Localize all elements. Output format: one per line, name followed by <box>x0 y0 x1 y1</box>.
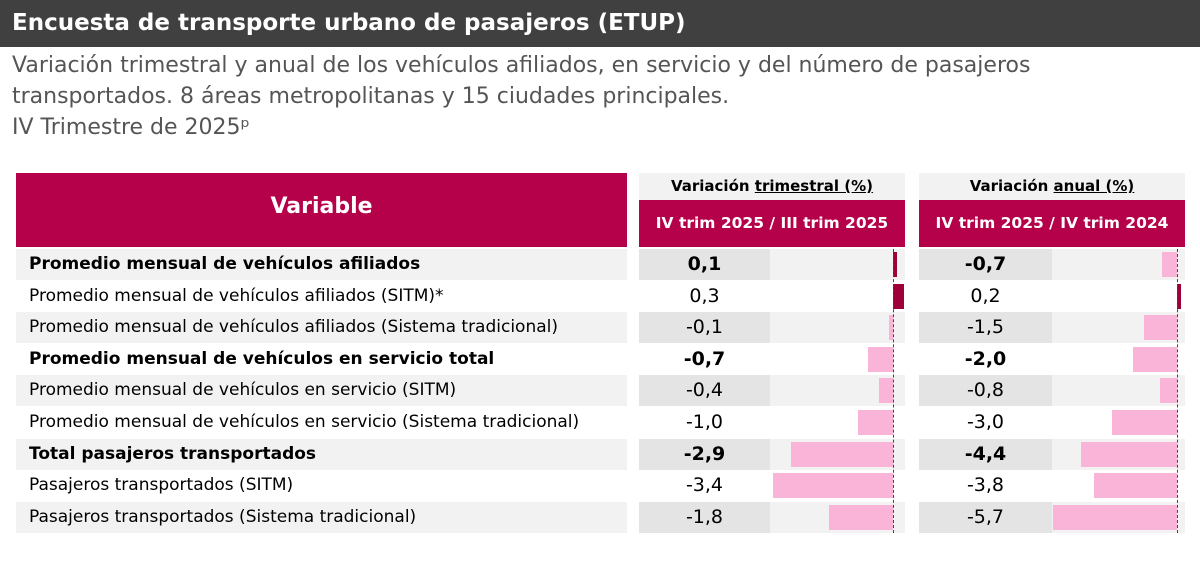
value-trim: -0,1 <box>639 312 770 344</box>
value-anual: -0,7 <box>919 249 1052 280</box>
value-anual: 0,2 <box>919 280 1052 312</box>
value-anual: -3,0 <box>919 407 1052 438</box>
bar-anual <box>1177 283 1182 309</box>
row-label: Promedio mensual de vehículos afiliados … <box>16 280 627 312</box>
bar-trim <box>857 410 893 435</box>
value-trim: -1,0 <box>639 407 770 438</box>
value-trim: -0,7 <box>639 343 770 375</box>
table-row: Promedio mensual de vehículos en servici… <box>16 343 1185 375</box>
subtitle: Variación trimestral y anual de los vehí… <box>12 50 1192 143</box>
bar-anual <box>1159 378 1177 404</box>
bar-anual <box>1081 441 1177 467</box>
subtitle-line: IV Trimestre de 2025ᵖ <box>12 115 250 140</box>
row-label: Pasajeros transportados (SITM) <box>16 470 627 502</box>
row-label: Pasajeros transportados (Sistema tradici… <box>16 501 627 533</box>
bar-trim <box>772 473 893 499</box>
row-label: Promedio mensual de vehículos afiliados <box>16 249 627 280</box>
bar-trim <box>790 441 893 467</box>
page-title: Encuesta de transporte urbano de pasajer… <box>0 0 1200 47</box>
bar-anual <box>1111 410 1177 435</box>
row-label: Promedio mensual de vehículos en servici… <box>16 407 627 438</box>
value-anual: -3,8 <box>919 470 1052 502</box>
bar-trim <box>868 346 893 372</box>
header-anual: Variación anual (%) <box>919 173 1185 200</box>
bar-anual <box>1052 504 1177 530</box>
row-label: Total pasajeros transportados <box>16 438 627 470</box>
subheader-trimestral: IV trim 2025 / III trim 2025 <box>639 200 905 247</box>
bar-anual <box>1094 473 1177 499</box>
row-label: Promedio mensual de vehículos afiliados … <box>16 312 627 344</box>
table-row: Promedio mensual de vehículos afiliados <box>16 249 1185 280</box>
subheader-anual: IV trim 2025 / IV trim 2024 <box>919 200 1185 247</box>
zero-line <box>893 249 894 533</box>
header-trimestral: Variación trimestral (%) <box>639 173 905 200</box>
table-row: Promedio mensual de vehículos afiliados … <box>16 312 1185 344</box>
header-underlined: trimestral (%) <box>754 177 874 195</box>
bar-trim <box>878 378 893 404</box>
row-label: Promedio mensual de vehículos en servici… <box>16 343 627 375</box>
subtitle-line: transportados. 8 áreas metropolitanas y … <box>12 84 730 109</box>
bar-trim <box>893 252 897 277</box>
zero-line <box>1177 249 1178 533</box>
value-trim: -2,9 <box>639 438 770 470</box>
table-row: Promedio mensual de vehículos afiliados … <box>16 280 1185 312</box>
value-anual: -2,0 <box>919 343 1052 375</box>
table-row: Pasajeros transportados (Sistema tradici… <box>16 501 1185 533</box>
value-trim: -1,8 <box>639 501 770 533</box>
value-anual: -0,8 <box>919 375 1052 407</box>
value-anual: -1,5 <box>919 312 1052 344</box>
value-anual: -4,4 <box>919 438 1052 470</box>
bar-anual <box>1144 315 1177 341</box>
row-label: Promedio mensual de vehículos en servici… <box>16 375 627 407</box>
header-variable: Variable <box>16 173 627 247</box>
bar-anual <box>1161 252 1177 277</box>
bar-anual <box>1133 346 1177 372</box>
bar-trim <box>889 315 893 341</box>
table-row: Promedio mensual de vehículos en servici… <box>16 375 1185 407</box>
table-row: Promedio mensual de vehículos en servici… <box>16 407 1185 438</box>
table-row: Pasajeros transportados (SITM) <box>16 470 1185 502</box>
value-trim: 0,3 <box>639 280 770 312</box>
subtitle-line: Variación trimestral y anual de los vehí… <box>12 53 1031 78</box>
table-row: Total pasajeros transportados <box>16 438 1185 470</box>
bar-trim <box>829 504 893 530</box>
bar-trim <box>893 283 904 309</box>
value-trim: -3,4 <box>639 470 770 502</box>
header-prefix: Variación <box>670 177 755 195</box>
header-prefix: Variación <box>969 177 1054 195</box>
value-trim: -0,4 <box>639 375 770 407</box>
value-trim: 0,1 <box>639 249 770 280</box>
value-anual: -5,7 <box>919 501 1052 533</box>
header-underlined: anual (%) <box>1053 177 1135 195</box>
